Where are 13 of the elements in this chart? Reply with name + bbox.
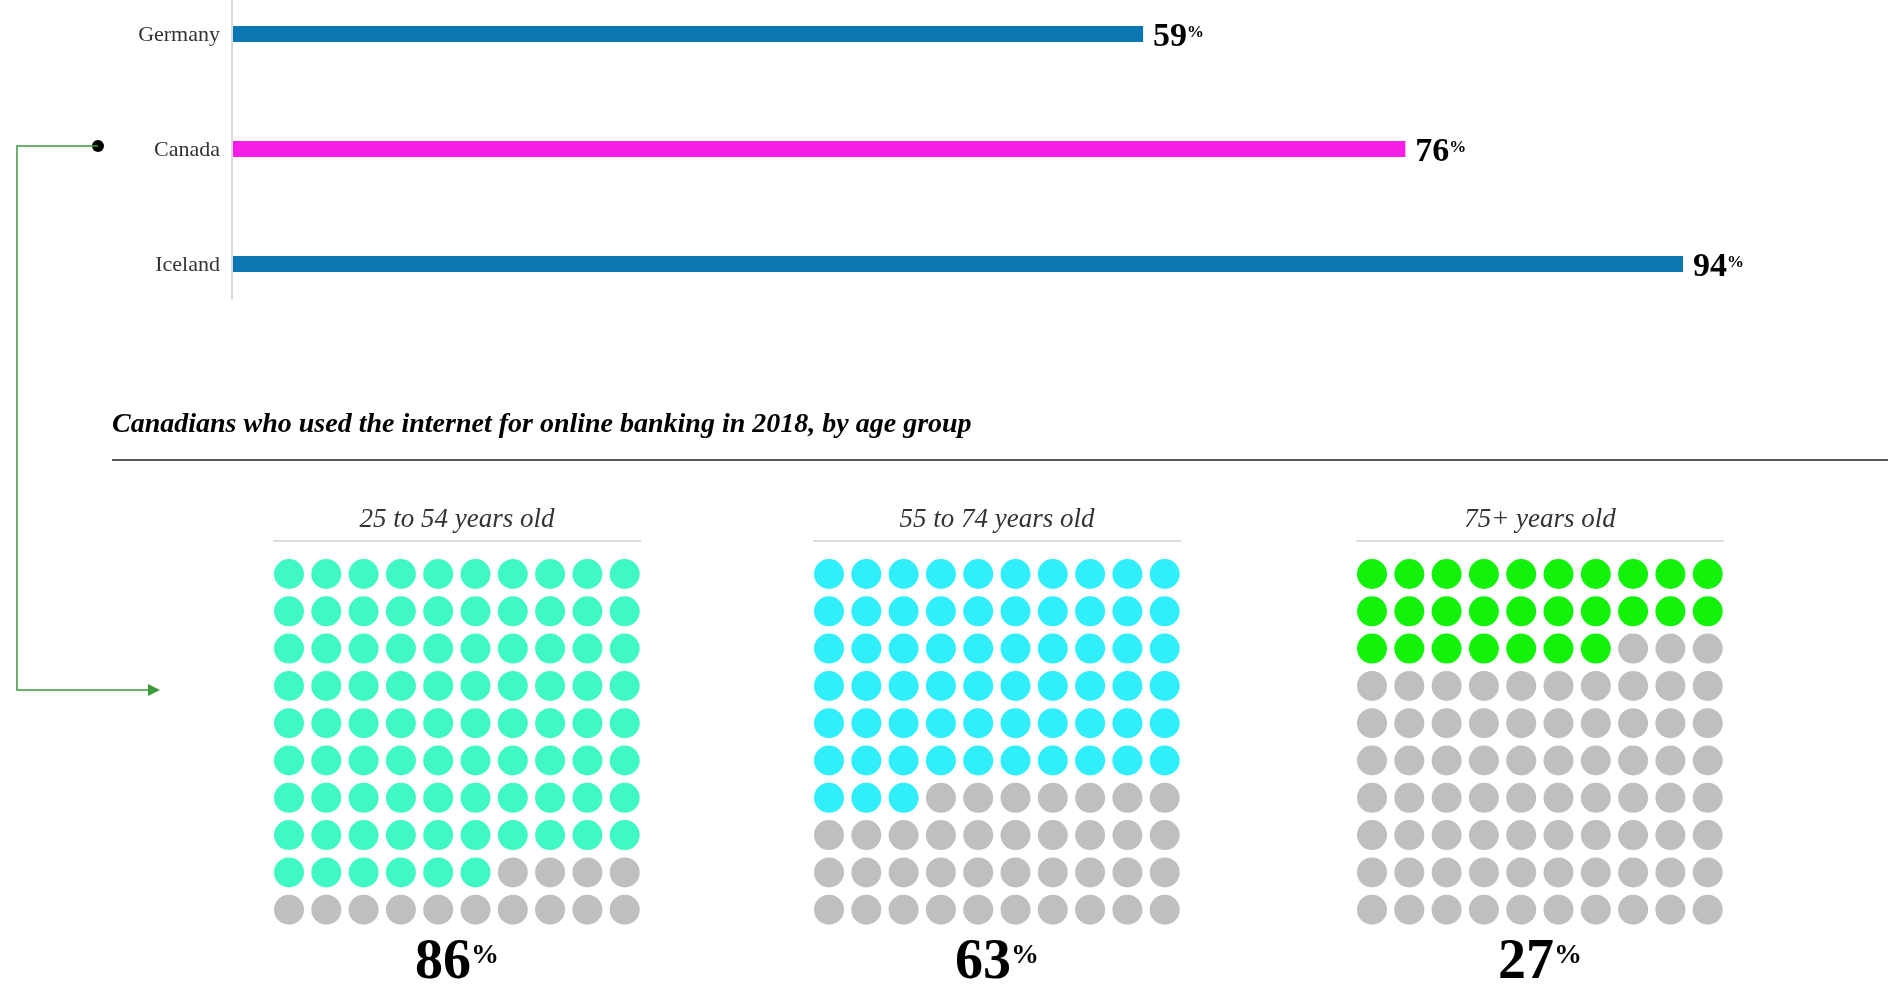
y-tick-label: Germany xyxy=(138,21,220,46)
text: Canadians who used the internet for online banking in 2018, by age group xyxy=(112,407,972,438)
data-label: 94$^{%}$ xyxy=(1693,246,1744,283)
data-label: 63$^{%}$ xyxy=(955,928,1039,990)
data-label: 76$^{%}$ xyxy=(1415,131,1467,168)
data-label: 86$^{%}$ xyxy=(415,928,499,990)
text: 55 to 74 years old xyxy=(899,503,1095,533)
text: 75+ years old xyxy=(1464,503,1617,533)
data-label: 59$^{%}$ xyxy=(1153,16,1205,53)
text: 25 to 54 years old xyxy=(359,503,555,533)
y-tick-label: Iceland xyxy=(155,251,220,276)
y-tick-label: Canada xyxy=(154,136,221,161)
data-label: 27$^{%}$ xyxy=(1498,928,1582,990)
